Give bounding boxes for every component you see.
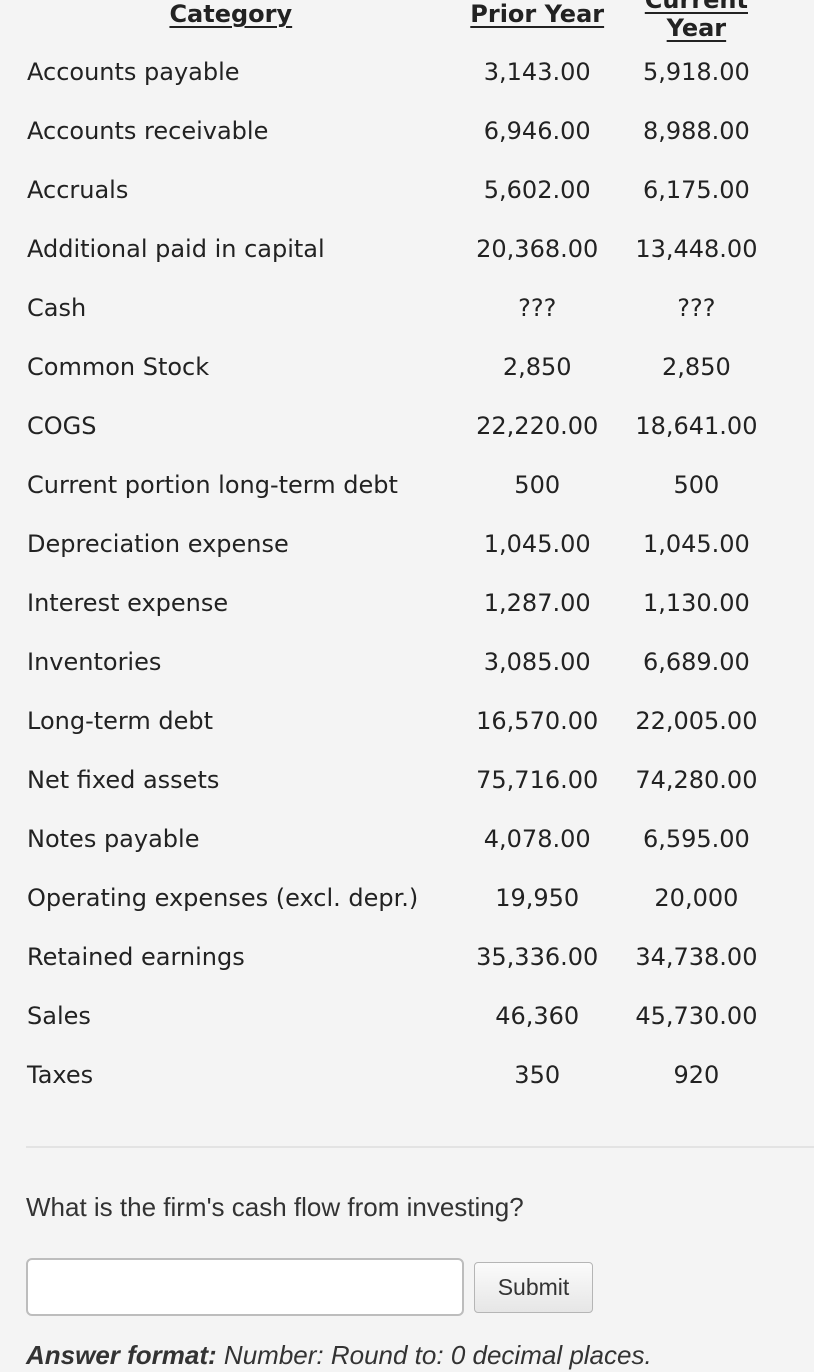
header-category: Category: [169, 0, 293, 28]
row-category: Retained earnings: [27, 942, 245, 971]
row-prior-value: 19,950: [495, 883, 580, 912]
row-prior-value: 46,360: [495, 1001, 580, 1030]
row-category: Cash: [27, 293, 87, 322]
row-category: Inventories: [27, 647, 162, 676]
header-current-year: Current Year: [644, 0, 748, 42]
table-row: Taxes 350 920: [16, 1045, 776, 1104]
row-prior-value: 1,045.00: [483, 529, 591, 558]
table-row: COGS 22,220.00 18,641.00: [16, 396, 776, 455]
answer-format-text: Number: Round to: 0 decimal places.: [216, 1340, 652, 1370]
answer-format-hint: Answer format: Number: Round to: 0 decim…: [26, 1340, 652, 1371]
row-category: Accruals: [27, 175, 129, 204]
row-prior-value: 3,143.00: [483, 57, 591, 86]
row-current-value: 20,000: [654, 883, 739, 912]
row-category: Notes payable: [27, 824, 200, 853]
row-category: Additional paid in capital: [27, 234, 325, 263]
row-category: Depreciation expense: [27, 529, 289, 558]
row-prior-value: 16,570.00: [476, 706, 599, 735]
table-header-row: Category Prior Year Current Year: [16, 0, 776, 42]
row-current-value: 1,045.00: [642, 529, 750, 558]
row-prior-value: 4,078.00: [483, 824, 591, 853]
row-current-value: 45,730.00: [635, 1001, 758, 1030]
row-current-value: 2,850: [662, 352, 731, 381]
table-row: Retained earnings 35,336.00 34,738.00: [16, 927, 776, 986]
table-row: Additional paid in capital 20,368.00 13,…: [16, 219, 776, 278]
row-prior-value: 2,850: [502, 352, 572, 381]
row-current-value: 74,280.00: [635, 765, 758, 794]
table-row: Inventories 3,085.00 6,689.00: [16, 632, 776, 691]
table-row: Sales 46,360 45,730.00: [16, 986, 776, 1045]
row-prior-value: 75,716.00: [476, 765, 599, 794]
table-row: Accruals 5,602.00 6,175.00: [16, 160, 776, 219]
row-prior-value: 1,287.00: [483, 588, 591, 617]
financial-data-table: Category Prior Year Current Year Account…: [16, 0, 776, 1104]
financial-data-table-container: Category Prior Year Current Year Account…: [16, 0, 776, 1104]
row-category: Current portion long-term debt: [27, 470, 398, 499]
row-category: Accounts payable: [27, 57, 240, 86]
row-current-value: 13,448.00: [635, 234, 758, 263]
table-row: Accounts receivable 6,946.00 8,988.00: [16, 101, 776, 160]
row-category: Accounts receivable: [27, 116, 269, 145]
row-current-value: 22,005.00: [635, 706, 758, 735]
row-prior-value: ???: [518, 293, 557, 322]
row-prior-value: 22,220.00: [476, 411, 599, 440]
table-row: Depreciation expense 1,045.00 1,045.00: [16, 514, 776, 573]
question-text: What is the firm's cash flow from invest…: [26, 1192, 524, 1222]
table-row: Current portion long-term debt 500 500: [16, 455, 776, 514]
row-prior-value: 5,602.00: [483, 175, 591, 204]
row-prior-value: 500: [514, 470, 561, 499]
row-current-value: ???: [677, 293, 716, 322]
table-row: Operating expenses (excl. depr.) 19,950 …: [16, 868, 776, 927]
table-row: Common Stock 2,850 2,850: [16, 337, 776, 396]
row-prior-value: 6,946.00: [483, 116, 591, 145]
row-current-value: 6,689.00: [642, 647, 750, 676]
row-category: Sales: [27, 1001, 91, 1030]
section-divider: [26, 1146, 814, 1148]
row-current-value: 6,595.00: [642, 824, 750, 853]
row-category: Long-term debt: [27, 706, 214, 735]
row-current-value: 8,988.00: [642, 116, 750, 145]
row-prior-value: 20,368.00: [476, 234, 599, 263]
answer-format-label: Answer format:: [26, 1340, 217, 1370]
row-category: Net fixed assets: [27, 765, 220, 794]
row-current-value: 18,641.00: [635, 411, 758, 440]
table-row: Accounts payable 3,143.00 5,918.00: [16, 42, 776, 101]
row-category: Taxes: [27, 1060, 94, 1089]
table-row: Long-term debt 16,570.00 22,005.00: [16, 691, 776, 750]
row-category: Common Stock: [27, 352, 210, 381]
row-current-value: 1,130.00: [642, 588, 750, 617]
table-row: Interest expense 1,287.00 1,130.00: [16, 573, 776, 632]
row-current-value: 5,918.00: [642, 57, 750, 86]
header-prior-year: Prior Year: [470, 0, 605, 28]
row-current-value: 6,175.00: [642, 175, 750, 204]
row-prior-value: 3,085.00: [483, 647, 591, 676]
row-category: Operating expenses (excl. depr.): [27, 883, 419, 912]
row-current-value: 920: [673, 1060, 720, 1089]
table-row: Notes payable 4,078.00 6,595.00: [16, 809, 776, 868]
answer-input[interactable]: [26, 1258, 464, 1316]
row-prior-value: 350: [514, 1060, 561, 1089]
submit-button[interactable]: Submit: [474, 1262, 593, 1313]
table-row: Cash ??? ???: [16, 278, 776, 337]
row-current-value: 34,738.00: [635, 942, 758, 971]
table-row: Net fixed assets 75,716.00 74,280.00: [16, 750, 776, 809]
row-category: Interest expense: [27, 588, 229, 617]
row-prior-value: 35,336.00: [476, 942, 599, 971]
row-current-value: 500: [673, 470, 720, 499]
row-category: COGS: [27, 411, 97, 440]
